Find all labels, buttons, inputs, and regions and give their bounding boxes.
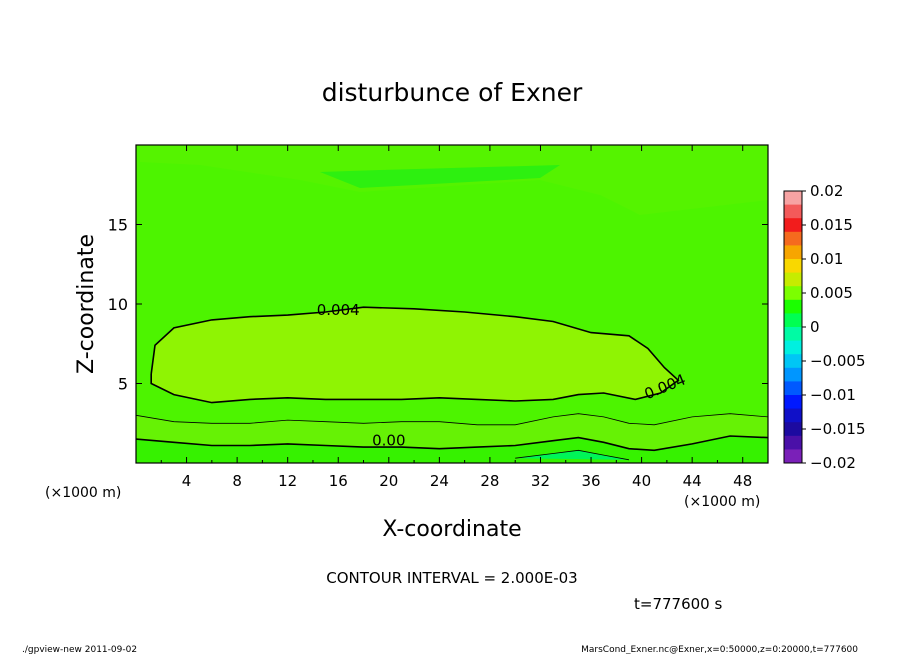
field-upper-light [320,165,560,188]
colorbar-segment [784,354,802,369]
colorbar-ticks: 0.02 0.015 0.01 0.005 0 −0.005 −0.01 −0.015 −0.0… [802,182,866,472]
colorbar-segment [784,422,802,437]
colorbar-segment [784,367,802,382]
x-unit-left: (×1000 m) [45,485,121,501]
x-axis-label: X-coordinate [382,517,521,542]
contour-interval: CONTOUR INTERVAL = 2.000E-03 [326,569,577,587]
colorbar-tick-label: 0.005 [810,284,853,302]
x-tick-label: 48 [733,472,752,490]
colorbar-segment [784,340,802,355]
colorbar-segment [784,408,802,423]
field-band-0-004 [151,307,679,403]
time-label: t=777600 s [634,595,722,613]
colorbar-segment [784,245,802,260]
chart-title: disturbunce of Exner [322,78,583,107]
footer-left: ./gpview-new 2011-09-02 [22,645,137,654]
colorbar-segment [784,231,802,246]
x-tick-label: 36 [581,472,600,490]
colorbar-tick-label: 0.015 [810,216,853,234]
colorbar-segment [784,435,802,450]
x-tick-label: 44 [683,472,702,490]
y-tick-label: 5 [118,375,128,394]
colorbar [783,190,803,464]
contour-line [515,449,630,461]
contour-lines [136,306,768,461]
colorbar-tick-label: 0.01 [810,250,843,268]
colorbar-tick-label: 0.02 [810,182,843,200]
x-tick-label: 40 [632,472,651,490]
x-tick-label: 20 [379,472,398,490]
contour-fill [136,145,768,463]
footer-right: MarsCond_Exner.nc@Exner,x=0:50000,z=0:20… [581,645,858,654]
colorbar-segment [784,395,802,410]
colorbar-segment [784,218,802,233]
contour-label: 0.00 [372,432,405,450]
colorbar-tick-label: −0.01 [810,386,856,404]
field-band-negative [515,450,629,460]
colorbar-segment [784,286,802,301]
colorbar-tick-label: −0.005 [810,352,866,370]
contour-label: 0.004 [317,301,360,319]
x-tick-label: 28 [480,472,499,490]
colorbar-segment [784,313,802,328]
colorbar-tick-label: −0.02 [810,454,856,472]
colorbar-segment [784,299,802,314]
y-axis: 5 10 15 [108,216,768,394]
colorbar-segment [784,204,802,219]
contour-line [150,306,680,404]
x-unit-right: (×1000 m) [684,494,760,510]
colorbar-segment [784,381,802,396]
y-axis-label: Z-coordinate [74,234,99,374]
colorbar-tick-label: −0.015 [810,420,866,438]
contour-line [136,435,768,452]
x-tick-label: 24 [430,472,449,490]
colorbar-segment [784,191,802,206]
colorbar-segment [784,259,802,274]
colorbar-segment [784,449,802,464]
x-tick-label: 4 [182,472,192,490]
colorbar-segment [784,327,802,342]
x-axis: 4 8 12 16 20 24 28 32 36 40 44 48 [160,145,752,490]
colorbar-segment [784,272,802,287]
y-tick-label: 10 [108,295,128,314]
x-tick-label: 32 [531,472,550,490]
colorbar-tick-label: 0 [810,318,820,336]
y-tick-label: 15 [108,216,128,235]
x-tick-label: 12 [278,472,297,490]
contour-line [136,413,768,426]
x-tick-label: 8 [232,472,242,490]
x-tick-label: 16 [329,472,348,490]
